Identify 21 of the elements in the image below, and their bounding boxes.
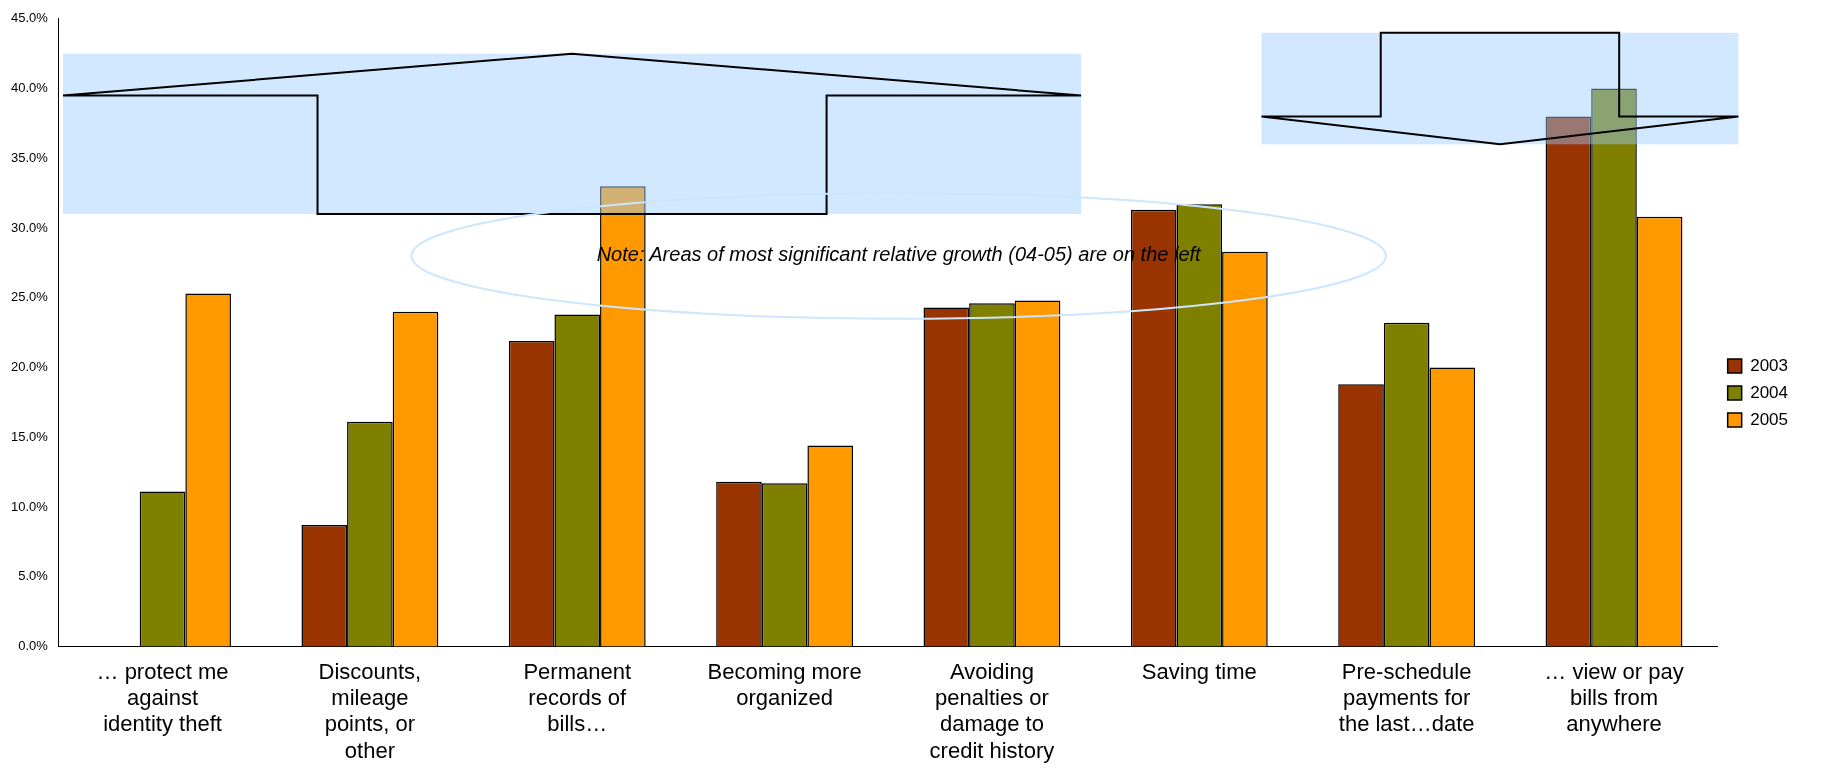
x-tick-label: Becoming more organized: [707, 658, 862, 711]
y-tick-label: 30.0%: [10, 219, 49, 235]
y-tick-label: 25.0%: [10, 289, 49, 305]
legend-label: 2004: [1750, 382, 1789, 402]
x-tick-label: Pre-schedule payments for the last…date: [1338, 658, 1475, 737]
x-tick-label: … protect me against identity theft: [96, 658, 229, 737]
y-tick-label: 45.0%: [10, 10, 49, 26]
y-tick-label: 20.0%: [10, 359, 49, 375]
y-tick-label: 5.0%: [18, 568, 49, 584]
y-tick-label: 10.0%: [10, 498, 49, 514]
x-tick-label: … view or pay bills from anywhere: [1544, 658, 1684, 737]
x-tick-label: Avoiding penalties or damage to credit history: [929, 658, 1055, 763]
x-tick-label: Saving time: [1141, 658, 1257, 684]
y-tick-label: 40.0%: [10, 80, 49, 96]
legend-label: 2005: [1750, 409, 1789, 429]
y-tick-label: 15.0%: [10, 428, 49, 444]
y-tick-label: 35.0%: [10, 149, 49, 165]
x-tick-label: Discounts, mileage points, or other: [318, 658, 422, 763]
x-tick-label: Permanent records of bills…: [523, 658, 632, 737]
y-tick-label: 0.0%: [18, 637, 49, 653]
legend-label: 2003: [1750, 355, 1789, 375]
